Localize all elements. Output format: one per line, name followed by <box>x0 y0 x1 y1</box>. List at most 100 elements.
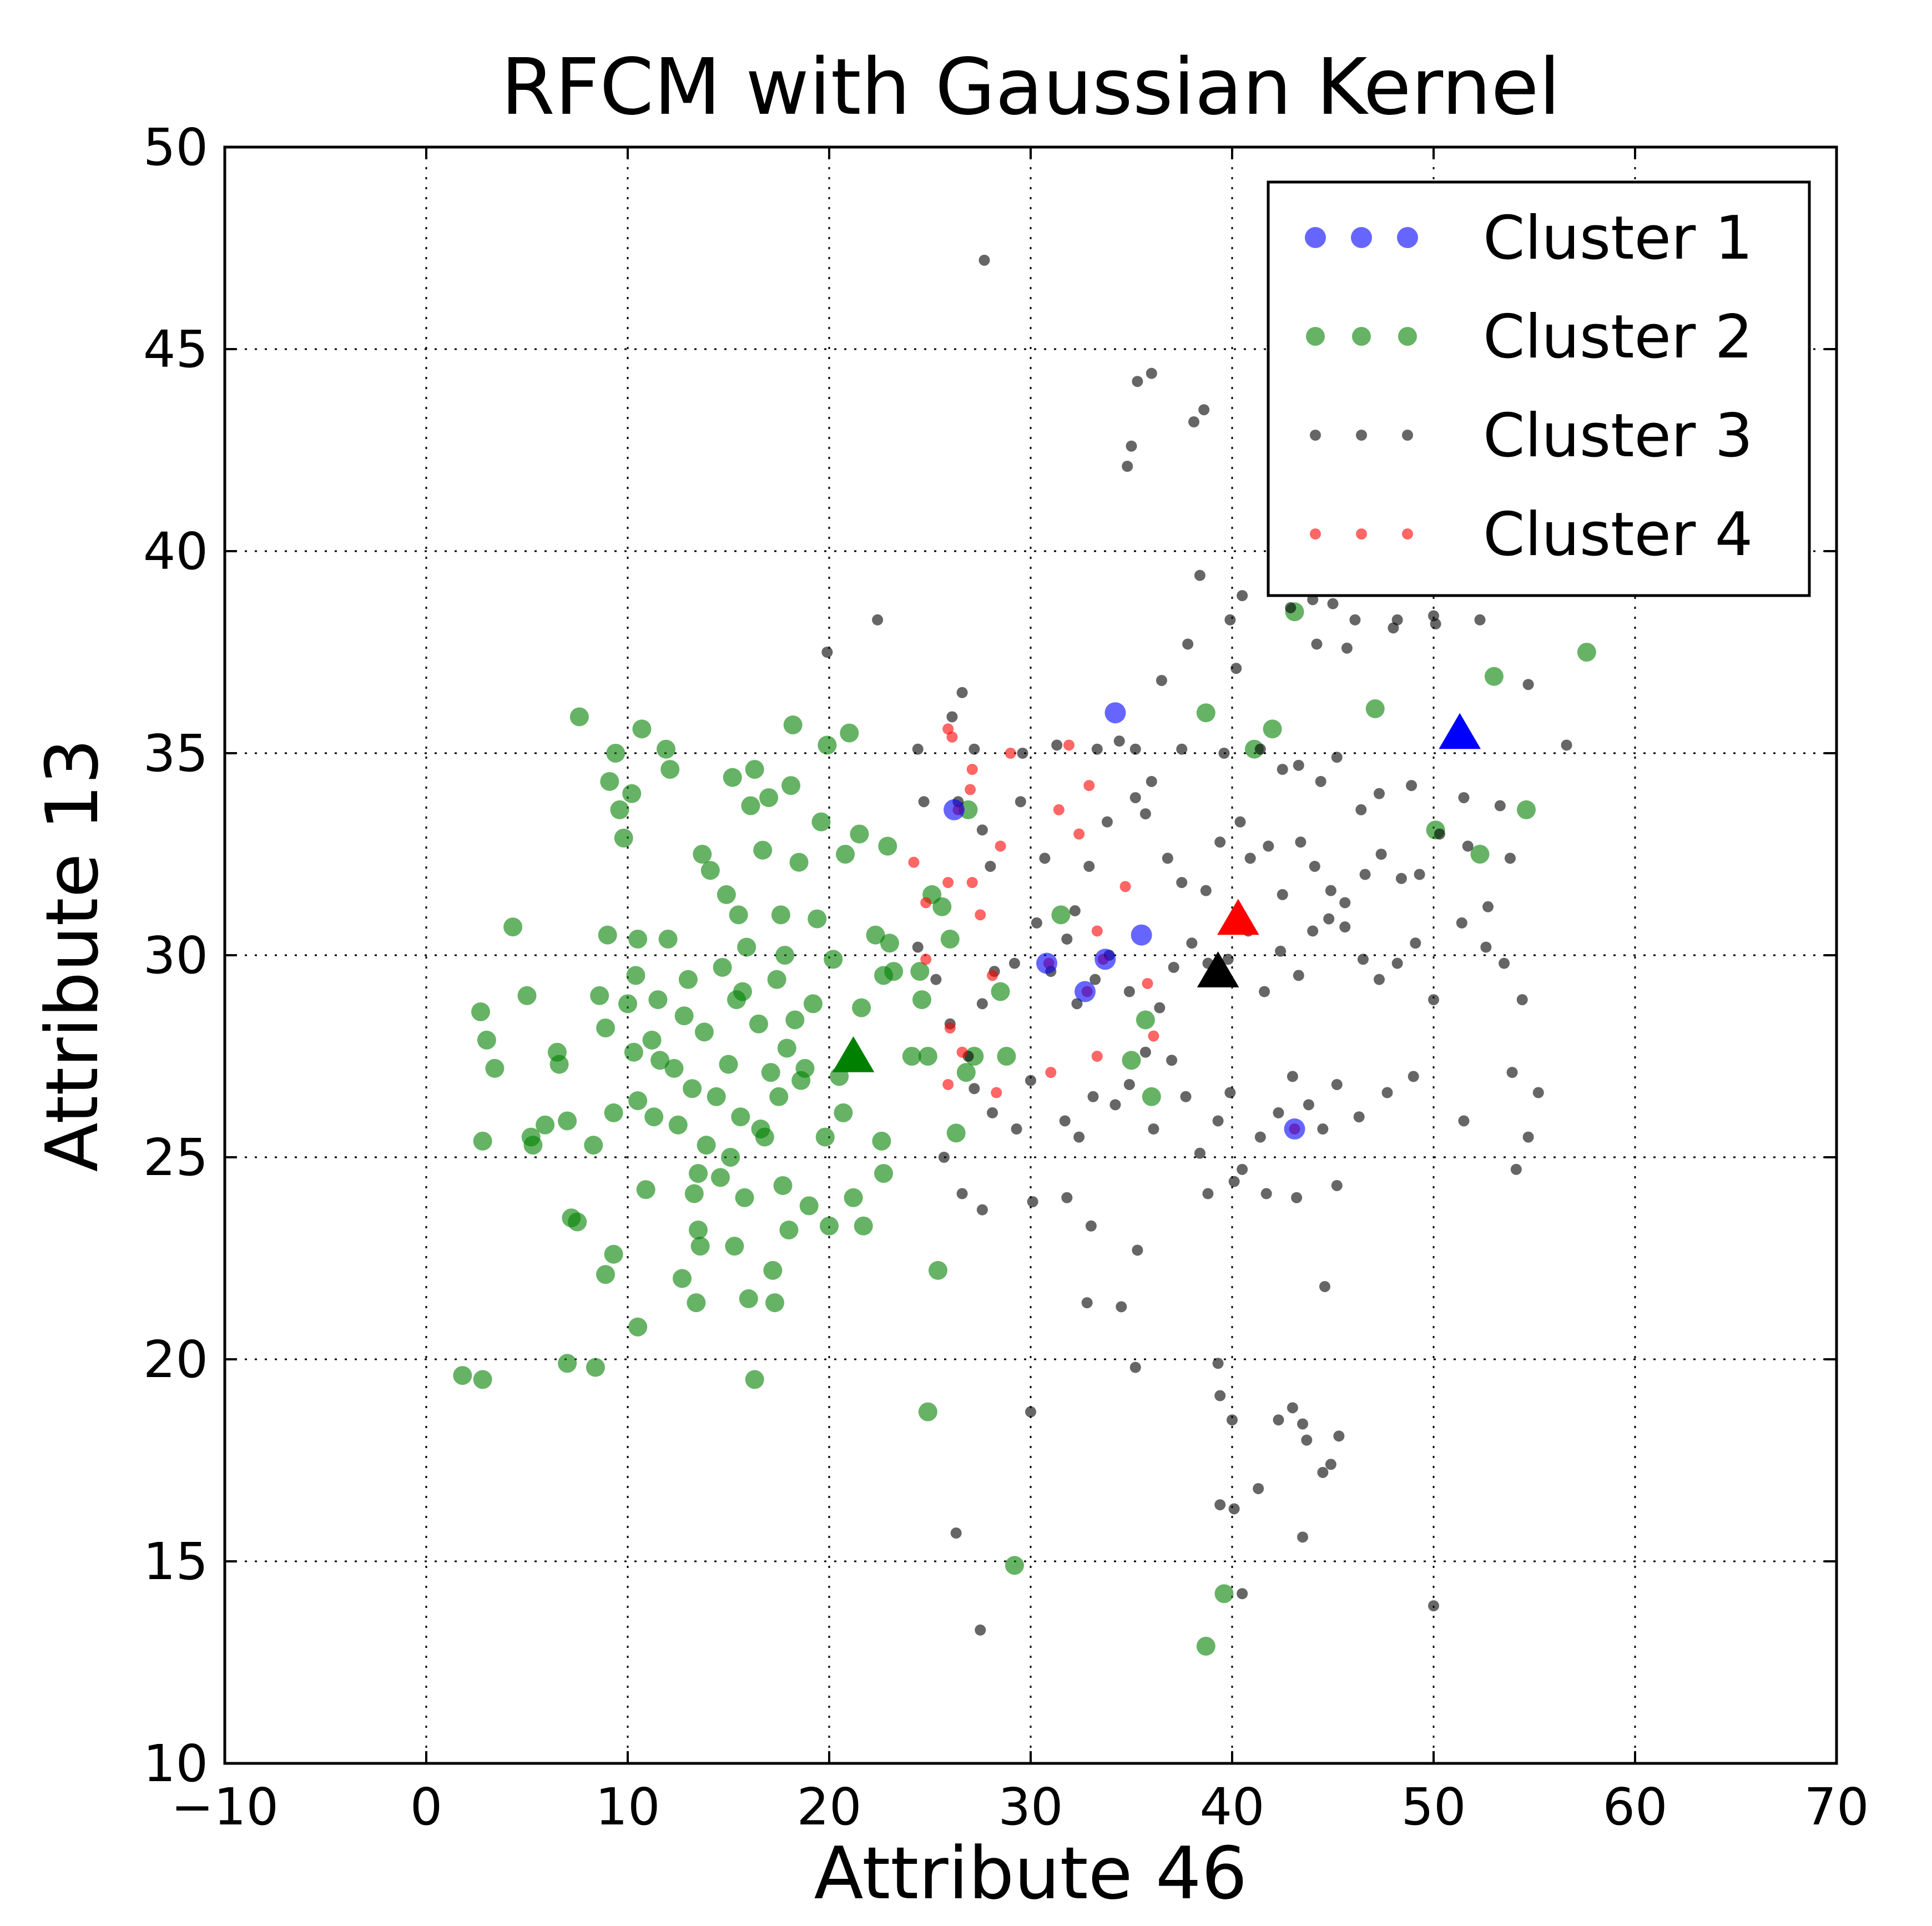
data-point-cluster-3 <box>1325 885 1336 896</box>
data-point-cluster-3 <box>1146 367 1157 379</box>
data-point-cluster-2 <box>874 1164 894 1183</box>
data-point-cluster-3 <box>1214 836 1226 848</box>
data-point-cluster-2 <box>745 1370 764 1389</box>
data-point-cluster-3 <box>1212 1358 1224 1369</box>
y-tick-label: 20 <box>143 1330 208 1389</box>
data-point-cluster-3 <box>1008 957 1020 969</box>
data-point-cluster-2 <box>811 812 831 831</box>
data-point-cluster-2 <box>733 982 752 1001</box>
data-point-cluster-2 <box>624 1042 643 1062</box>
data-point-cluster-2 <box>600 772 619 791</box>
data-point-cluster-2 <box>689 1164 708 1183</box>
data-point-cluster-2 <box>912 990 931 1010</box>
data-point-cluster-2 <box>590 986 609 1005</box>
data-point-cluster-3 <box>1373 788 1385 799</box>
data-point-cluster-3 <box>1339 921 1351 933</box>
data-point-cluster-3 <box>1059 1115 1071 1127</box>
data-point-cluster-2 <box>803 994 823 1014</box>
data-point-cluster-2 <box>866 925 885 945</box>
data-point-cluster-3 <box>1273 1414 1284 1426</box>
data-point-cluster-2 <box>642 1030 662 1050</box>
data-point-cluster-2 <box>610 800 629 819</box>
data-point-cluster-2 <box>1136 1010 1155 1030</box>
data-point-cluster-3 <box>1228 1503 1240 1515</box>
data-point-cluster-3 <box>1198 404 1210 416</box>
data-point-cluster-3 <box>1254 1131 1266 1143</box>
data-point-cluster-2 <box>558 1111 577 1131</box>
data-point-cluster-3 <box>1176 876 1188 888</box>
data-point-cluster-2 <box>759 788 779 808</box>
data-point-cluster-2 <box>660 760 680 779</box>
legend-label: Cluster 1 <box>1483 204 1753 273</box>
data-point-cluster-4 <box>942 1078 954 1090</box>
y-tick-label: 30 <box>143 926 208 985</box>
data-point-cluster-3 <box>1212 1115 1224 1127</box>
data-point-cluster-2 <box>731 1107 750 1127</box>
legend-marker <box>1356 430 1367 441</box>
data-point-cluster-3 <box>1254 743 1266 755</box>
data-point-cluster-2 <box>997 1047 1016 1066</box>
data-point-cluster-2 <box>1365 699 1385 718</box>
data-point-cluster-3 <box>1516 994 1528 1006</box>
data-point-cluster-3 <box>1176 743 1188 755</box>
data-point-cluster-3 <box>1522 679 1534 690</box>
data-point-cluster-3 <box>1285 602 1297 613</box>
data-point-cluster-2 <box>549 1055 569 1074</box>
data-point-cluster-3 <box>1186 937 1198 949</box>
data-point-cluster-4 <box>966 764 978 775</box>
data-point-cluster-3 <box>1083 860 1095 872</box>
data-point-cluster-3 <box>930 974 942 985</box>
data-point-cluster-3 <box>956 687 968 698</box>
data-point-cluster-3 <box>1061 1192 1073 1203</box>
data-point-cluster-2 <box>1577 643 1596 662</box>
data-point-cluster-2 <box>854 1216 873 1236</box>
data-point-cluster-3 <box>1499 957 1510 969</box>
data-point-cluster-3 <box>1353 1111 1365 1123</box>
data-point-cluster-3 <box>1428 1600 1439 1612</box>
data-point-cluster-4 <box>1045 1067 1057 1078</box>
data-point-cluster-3 <box>1188 416 1200 428</box>
centroid-marker-cluster-1 <box>1439 713 1481 749</box>
data-point-cluster-2 <box>1516 800 1536 819</box>
data-point-cluster-3 <box>1325 1459 1336 1470</box>
data-point-cluster-3 <box>978 254 990 266</box>
data-point-cluster-2 <box>1484 667 1504 686</box>
data-point-cluster-3 <box>1287 1402 1298 1414</box>
data-point-cluster-2 <box>880 934 899 953</box>
data-point-cluster-3 <box>1293 759 1304 771</box>
data-point-cluster-2 <box>721 1148 740 1167</box>
data-point-cluster-3 <box>1069 905 1081 916</box>
data-point-cluster-4 <box>1083 780 1095 791</box>
data-point-cluster-3 <box>912 941 924 953</box>
data-point-cluster-2 <box>773 1176 793 1195</box>
data-point-cluster-3 <box>1237 590 1248 602</box>
data-point-cluster-2 <box>836 845 855 864</box>
data-point-cluster-2 <box>477 1030 496 1050</box>
data-point-cluster-3 <box>1323 913 1335 925</box>
data-point-cluster-3 <box>1291 1192 1303 1203</box>
data-point-cluster-2 <box>789 853 809 872</box>
data-point-cluster-2 <box>628 929 648 949</box>
data-point-cluster-3 <box>1428 610 1439 622</box>
data-point-cluster-3 <box>1319 1280 1330 1292</box>
data-point-cluster-3 <box>1031 917 1042 929</box>
data-point-cluster-3 <box>1101 816 1113 828</box>
data-point-cluster-2 <box>517 986 537 1005</box>
data-point-cluster-2 <box>471 1002 491 1021</box>
data-point-cluster-3 <box>1116 1301 1127 1313</box>
data-point-cluster-4 <box>965 784 976 795</box>
data-point-cluster-2 <box>725 1237 744 1256</box>
data-point-cluster-2 <box>765 1293 784 1313</box>
data-point-cluster-1 <box>944 799 965 820</box>
data-point-cluster-2 <box>755 1127 774 1147</box>
data-point-cluster-3 <box>1071 998 1083 1010</box>
legend-box <box>1267 180 1811 597</box>
data-point-cluster-3 <box>1081 1297 1093 1309</box>
data-point-cluster-2 <box>678 970 698 989</box>
data-point-cluster-3 <box>1510 1163 1522 1175</box>
data-point-cluster-3 <box>1331 752 1343 763</box>
data-point-cluster-3 <box>1039 853 1051 864</box>
data-point-cluster-3 <box>1051 739 1063 751</box>
data-point-cluster-2 <box>503 917 523 937</box>
